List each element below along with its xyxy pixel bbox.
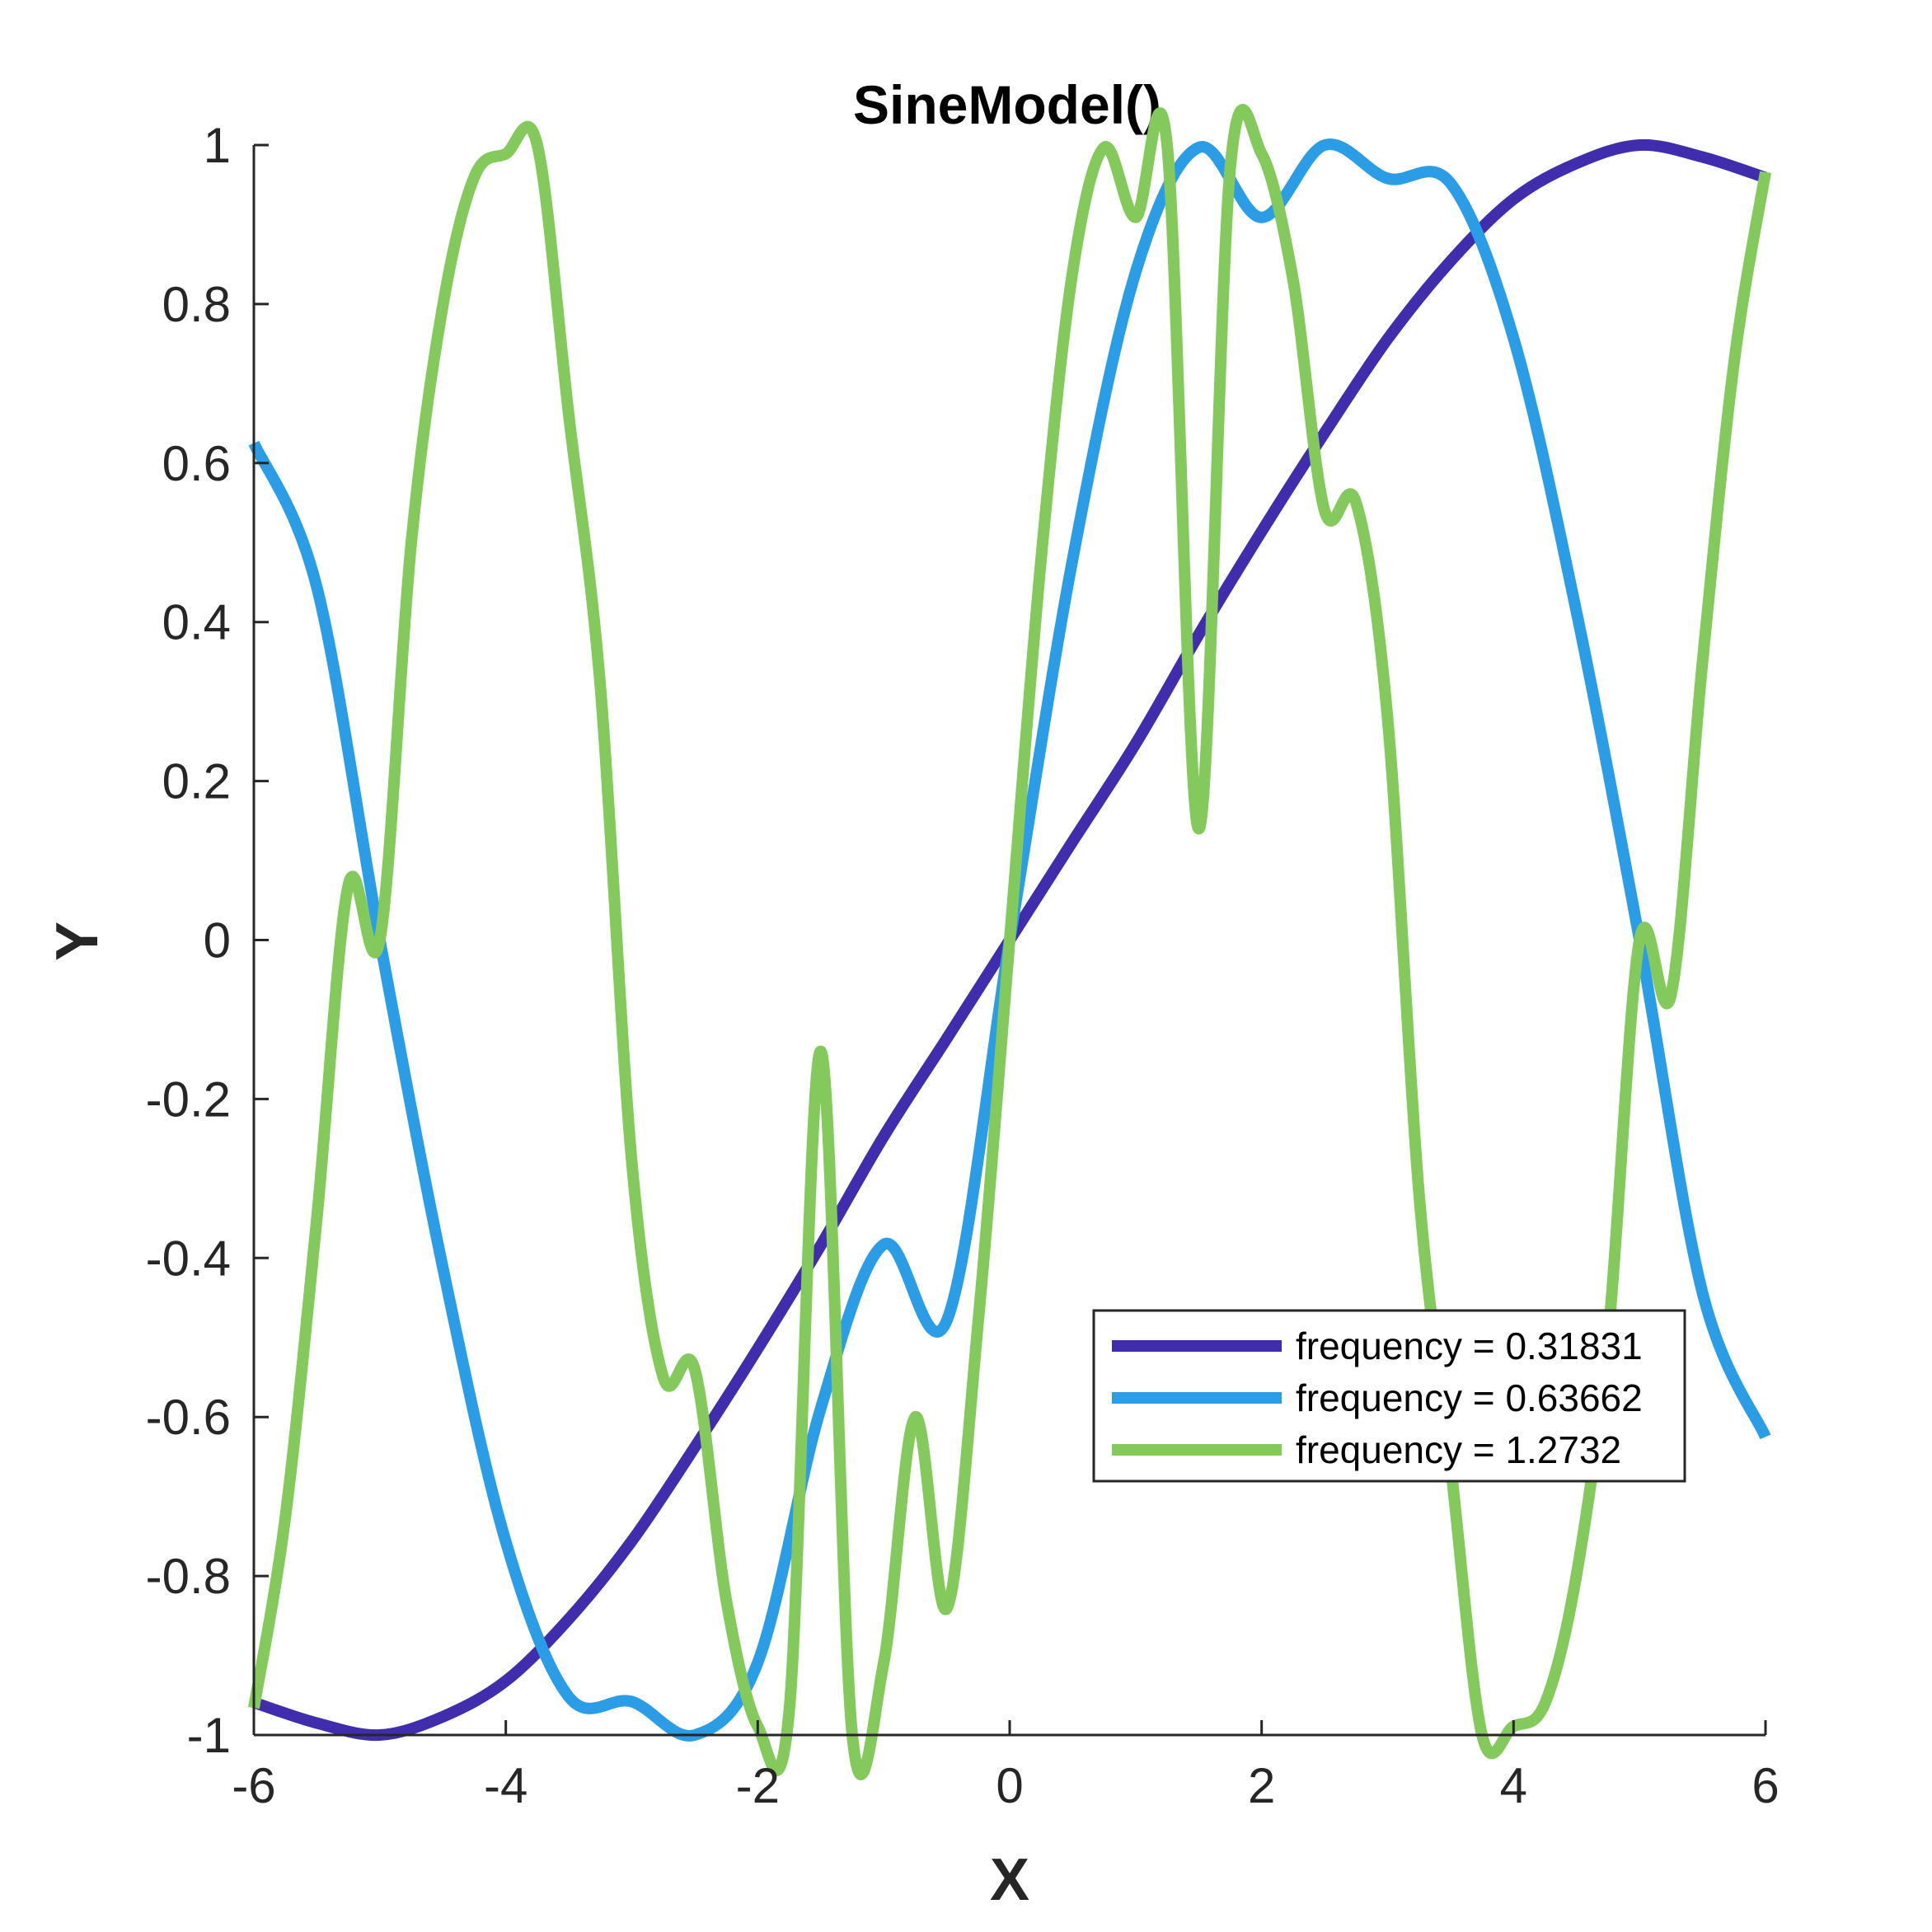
y-tick-label: 0.4	[162, 595, 231, 650]
y-tick-label: -0.2	[146, 1072, 231, 1127]
plot-lines	[248, 104, 1771, 1780]
x-ticks: -6 -4 -2 0 2 4 6	[232, 1720, 1780, 1813]
legend-label-3: frequency = 1.2732	[1296, 1428, 1621, 1471]
y-axis-label: Y	[45, 921, 110, 961]
y-ticks: -1 -0.8 -0.6 -0.4 -0.2 0 0.2 0.4 0.6 0.8 1	[146, 118, 269, 1763]
legend-label-2: frequency = 0.63662	[1296, 1376, 1643, 1419]
chart-title: SineModel()	[853, 74, 1161, 135]
y-tick-label: 0.6	[162, 436, 231, 491]
y-tick-label: -1	[187, 1708, 231, 1763]
x-tick-label: -4	[484, 1758, 528, 1813]
y-tick-label: 0	[204, 913, 231, 968]
y-tick-label: 1	[204, 118, 231, 173]
x-tick-label: -6	[232, 1758, 275, 1813]
x-axis-label: X	[990, 1847, 1029, 1913]
legend-label-1: frequency = 0.31831	[1296, 1325, 1643, 1367]
y-tick-label: -0.8	[146, 1549, 231, 1604]
x-tick-label: 6	[1751, 1758, 1779, 1813]
y-tick-label: -0.6	[146, 1390, 231, 1445]
y-tick-label: -0.4	[146, 1231, 231, 1286]
legend: frequency = 0.31831 frequency = 0.63662 …	[1092, 1309, 1686, 1483]
x-tick-label: 0	[996, 1758, 1023, 1813]
x-tick-label: -2	[736, 1758, 780, 1813]
y-tick-label: 0.2	[162, 754, 231, 809]
x-tick-label: 2	[1248, 1758, 1275, 1813]
x-tick-label: 4	[1500, 1758, 1527, 1813]
series-line-3	[248, 104, 1771, 1780]
y-tick-label: 0.8	[162, 277, 231, 332]
